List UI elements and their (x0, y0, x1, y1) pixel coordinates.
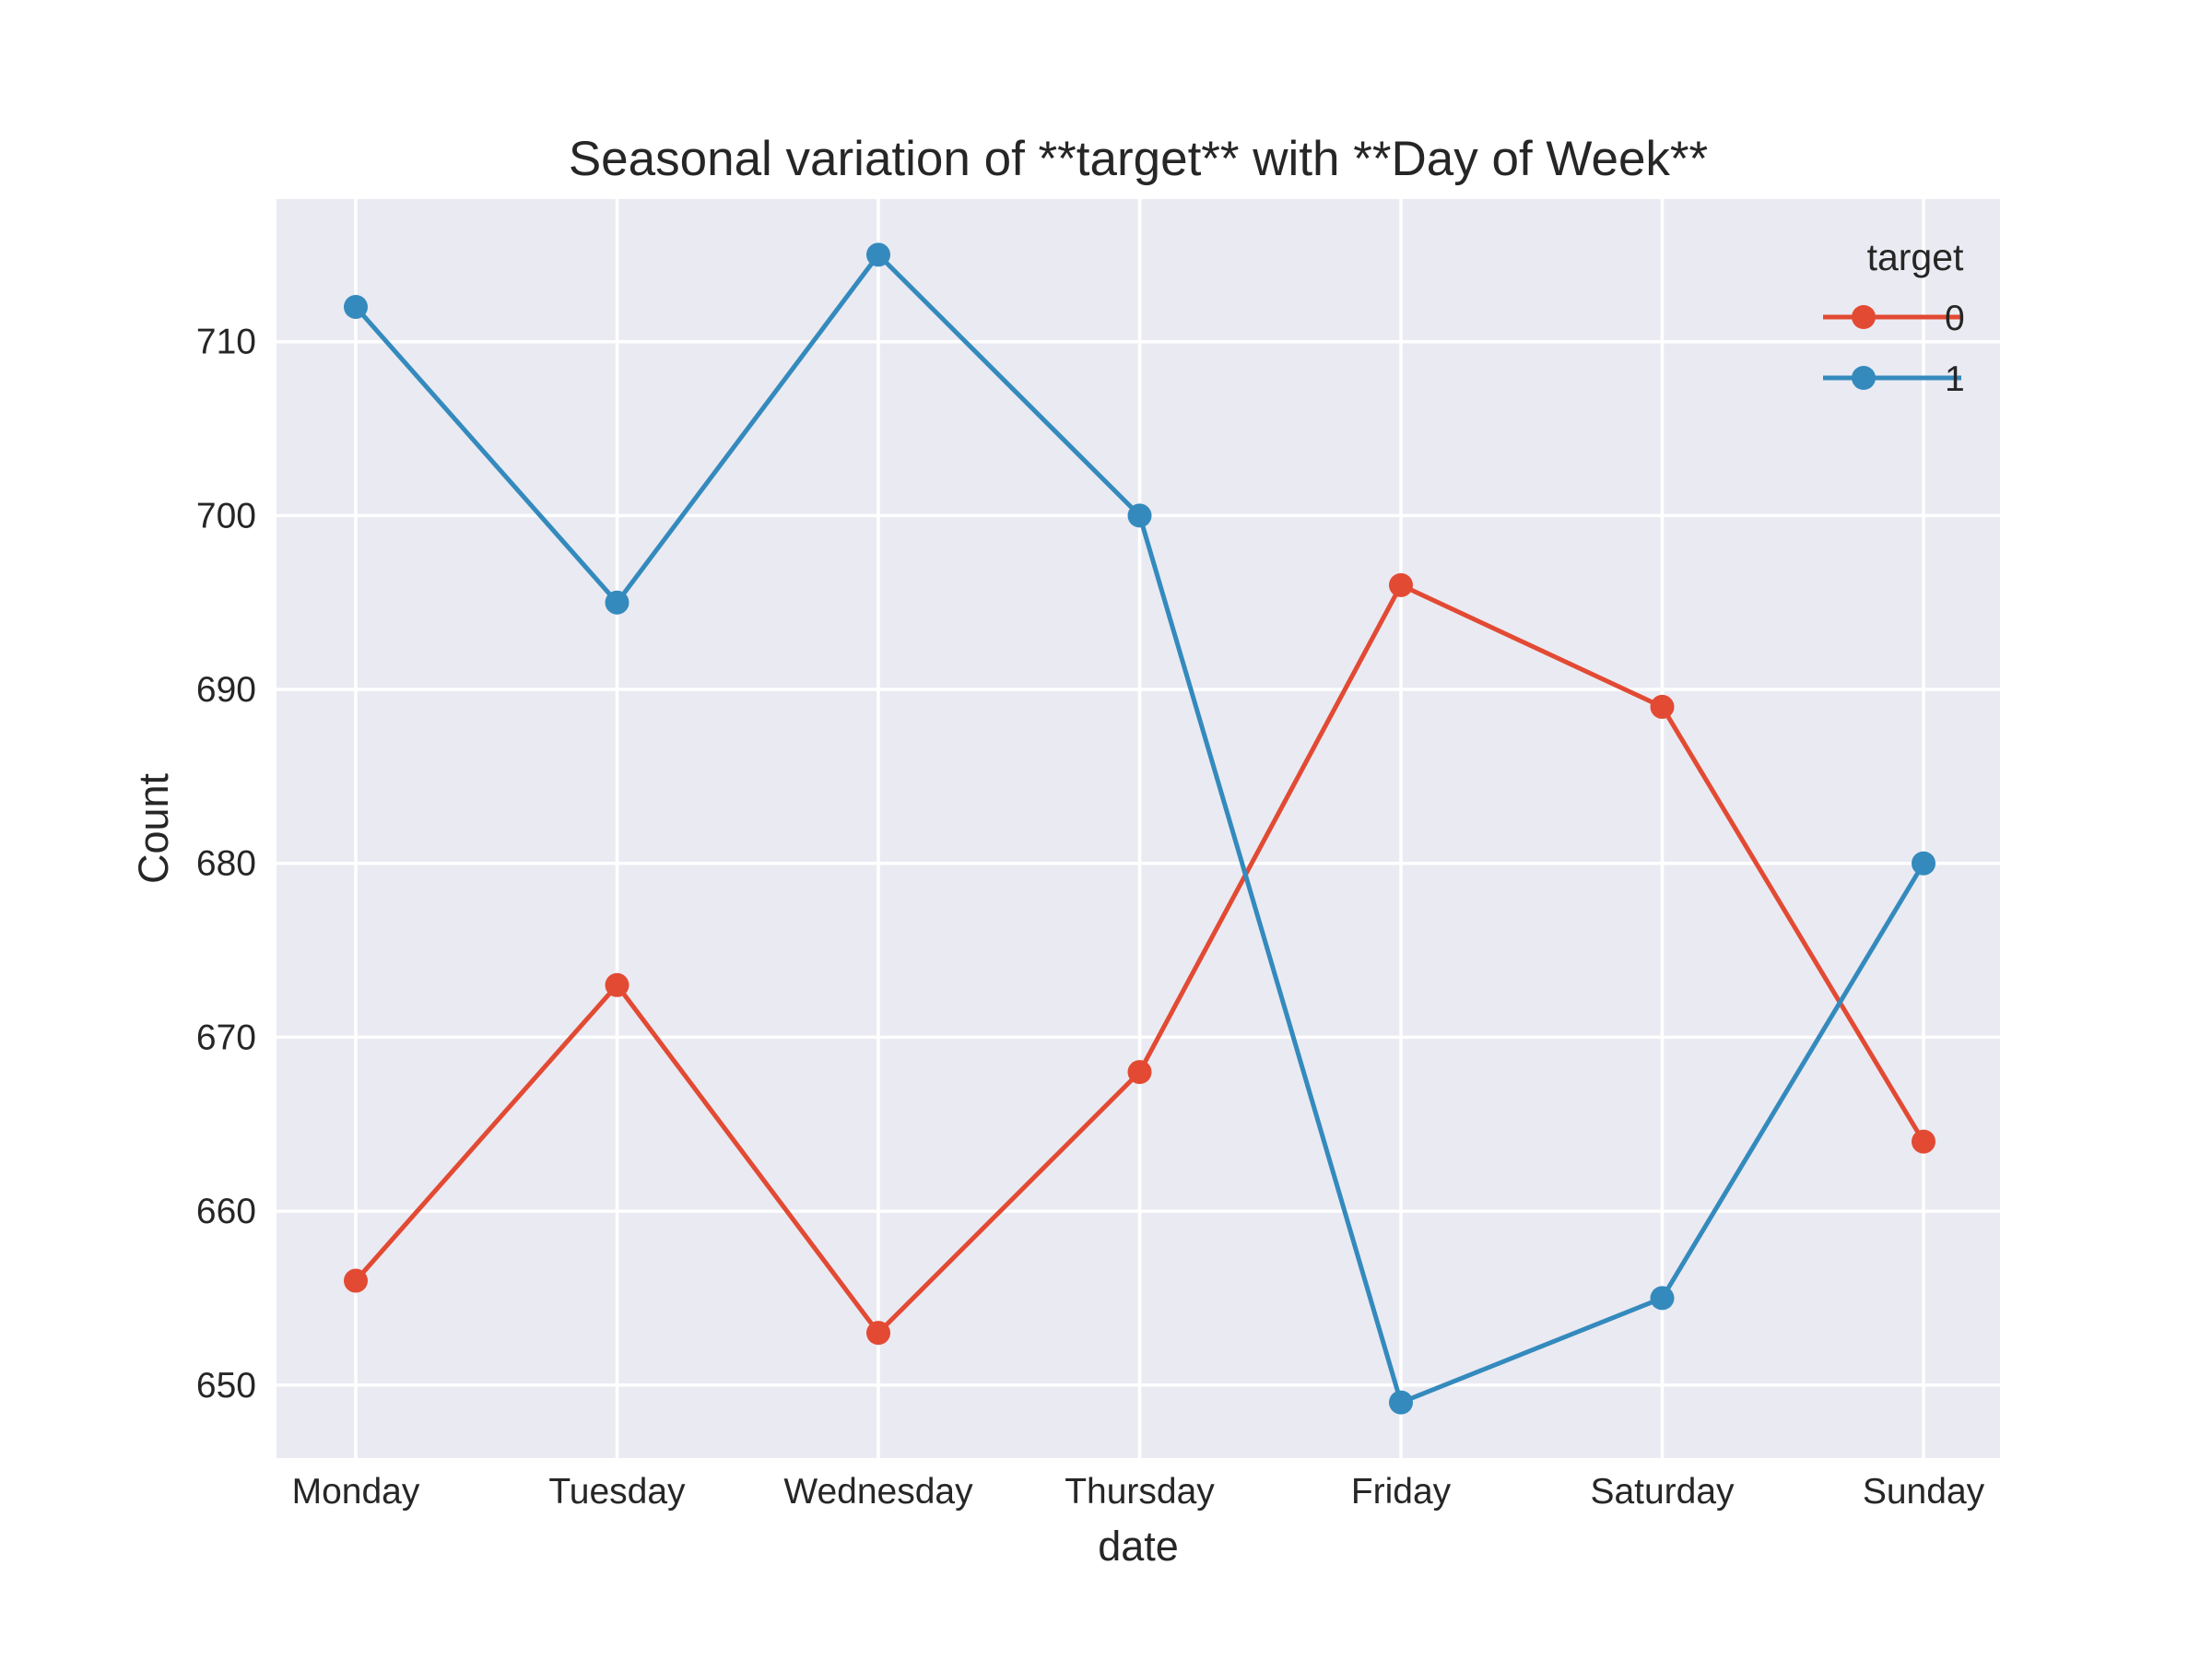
legend-marker (1852, 305, 1876, 329)
legend-items: 01 (1823, 299, 1965, 399)
x-axis-label: date (1098, 1523, 1179, 1570)
y-tick-label: 680 (196, 844, 256, 884)
data-point (605, 590, 629, 615)
data-point (344, 294, 368, 319)
y-axis-label: Count (130, 772, 177, 884)
x-tick-label: Sunday (1863, 1472, 1985, 1512)
x-tick-label: Monday (292, 1472, 420, 1512)
x-tick-label: Wednesday (783, 1472, 973, 1512)
legend-marker (1852, 366, 1876, 390)
legend: target 01 (1823, 236, 1965, 399)
data-point (866, 242, 890, 267)
data-point (1389, 1390, 1413, 1415)
x-tick-label: Tuesday (548, 1472, 686, 1512)
data-point (866, 1321, 890, 1346)
y-tick-label: 710 (196, 323, 256, 362)
y-tick-labels: 650 660 670 680 690 700 710 (196, 323, 256, 1406)
x-tick-label: Saturday (1590, 1472, 1735, 1512)
data-point (1127, 1060, 1152, 1085)
x-tick-label: Thursday (1065, 1472, 1215, 1512)
x-tick-label: Friday (1351, 1472, 1452, 1512)
legend-entry: 1 (1823, 359, 1965, 399)
data-point (1389, 572, 1413, 597)
y-tick-label: 660 (196, 1192, 256, 1231)
data-point (1127, 503, 1152, 528)
data-point (1650, 1286, 1675, 1311)
data-point (344, 1268, 368, 1293)
chart-title: Seasonal variation of **target** with **… (569, 132, 1708, 186)
x-tick-labels: Monday Tuesday Wednesday Thursday Friday Satu… (292, 1472, 1985, 1512)
series-0 (344, 572, 1936, 1346)
data-point (1912, 851, 1936, 876)
data-point (1912, 1129, 1936, 1154)
legend-label: 1 (1945, 359, 1965, 399)
legend-label: 0 (1945, 299, 1965, 338)
grid-lines (276, 199, 2000, 1458)
data-point (1650, 694, 1675, 719)
legend-entry: 0 (1823, 299, 1965, 338)
y-tick-label: 670 (196, 1018, 256, 1057)
data-point (605, 972, 629, 997)
y-tick-label: 700 (196, 496, 256, 535)
series-lines (344, 242, 1936, 1415)
y-tick-label: 690 (196, 670, 256, 710)
y-tick-label: 650 (196, 1366, 256, 1406)
series-1 (344, 242, 1936, 1415)
legend-title: target (1867, 236, 1964, 278)
